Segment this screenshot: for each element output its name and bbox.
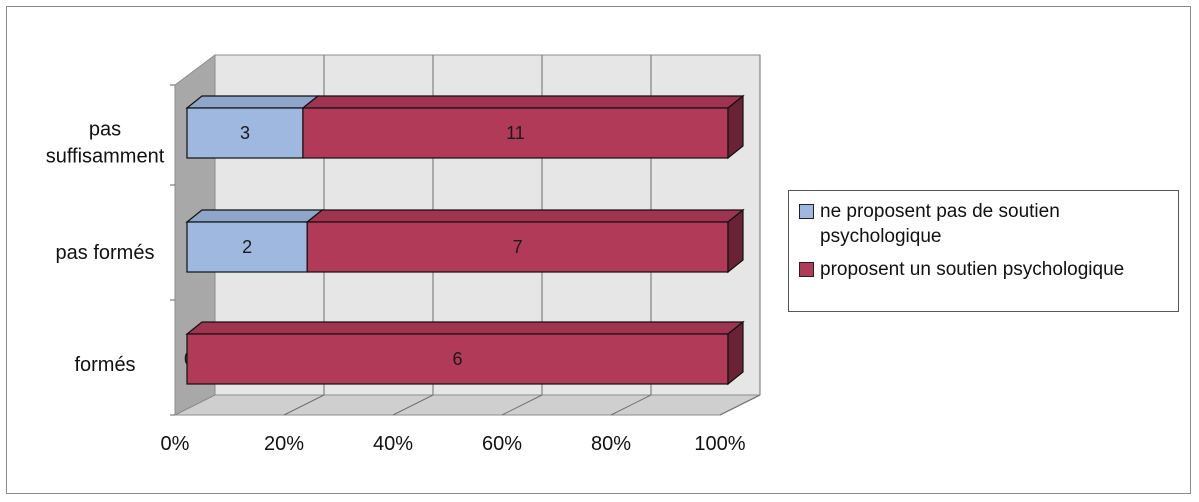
floor <box>174 394 761 416</box>
legend: ne proposent pas de soutien psychologiqu… <box>788 190 1179 312</box>
bar-side <box>727 94 744 160</box>
legend-label-1-line-1: proposent un soutien psychologique <box>820 259 1125 280</box>
data-label: 2 <box>242 237 252 257</box>
gridline-floor <box>719 394 761 416</box>
x-tick-label: 100% <box>694 433 745 455</box>
gridline-floor <box>501 394 543 416</box>
bar-top <box>185 95 320 109</box>
bars: 3112706 <box>184 94 745 386</box>
x-tick-label: 60% <box>482 433 522 455</box>
bar-side <box>727 320 744 386</box>
category-labels: pas suffisamment pas formés formés <box>46 119 165 377</box>
category-label: suffisamment <box>46 146 165 168</box>
x-tick-label: 40% <box>373 433 413 455</box>
legend-item-0: ne proposent pas de soutien psychologiqu… <box>799 199 1170 249</box>
category-label: pas formés <box>56 242 155 264</box>
bar-side <box>727 208 744 274</box>
legend-label-0: ne proposent pas de soutien psychologiqu… <box>820 199 1170 249</box>
x-tick-labels: 0% 20% 40% 60% 80% 100% <box>161 433 746 455</box>
gridline-floor <box>610 394 652 416</box>
x-tick-label: 80% <box>591 433 631 455</box>
legend-label-0-line-1: ne proposent pas de soutien <box>820 201 1060 222</box>
bar-top <box>301 95 745 109</box>
legend-item-1: proposent un soutien psychologique <box>799 257 1170 282</box>
bar-segment <box>186 221 308 273</box>
bar-segment <box>186 333 729 385</box>
legend-swatch-1 <box>799 262 814 277</box>
category-label: pas <box>89 119 121 141</box>
x-tick-label: 20% <box>264 433 304 455</box>
gridline-floor <box>392 394 434 416</box>
data-label: 3 <box>240 123 250 143</box>
data-label: 11 <box>506 123 525 143</box>
legend-swatch-0 <box>799 204 814 219</box>
legend-label-0-line-2: psychologique <box>820 226 942 247</box>
x-tick-label: 0% <box>161 433 190 455</box>
data-label: 7 <box>513 237 523 257</box>
gridline-floor <box>283 394 325 416</box>
category-label: formés <box>74 354 135 376</box>
bar-segment <box>302 107 729 159</box>
bar-top <box>185 321 745 335</box>
data-label: 6 <box>452 349 462 369</box>
bar-top <box>185 209 324 223</box>
bar-top <box>305 209 745 223</box>
bar-segment <box>306 221 729 273</box>
legend-label-1: proposent un soutien psychologique <box>820 257 1170 282</box>
